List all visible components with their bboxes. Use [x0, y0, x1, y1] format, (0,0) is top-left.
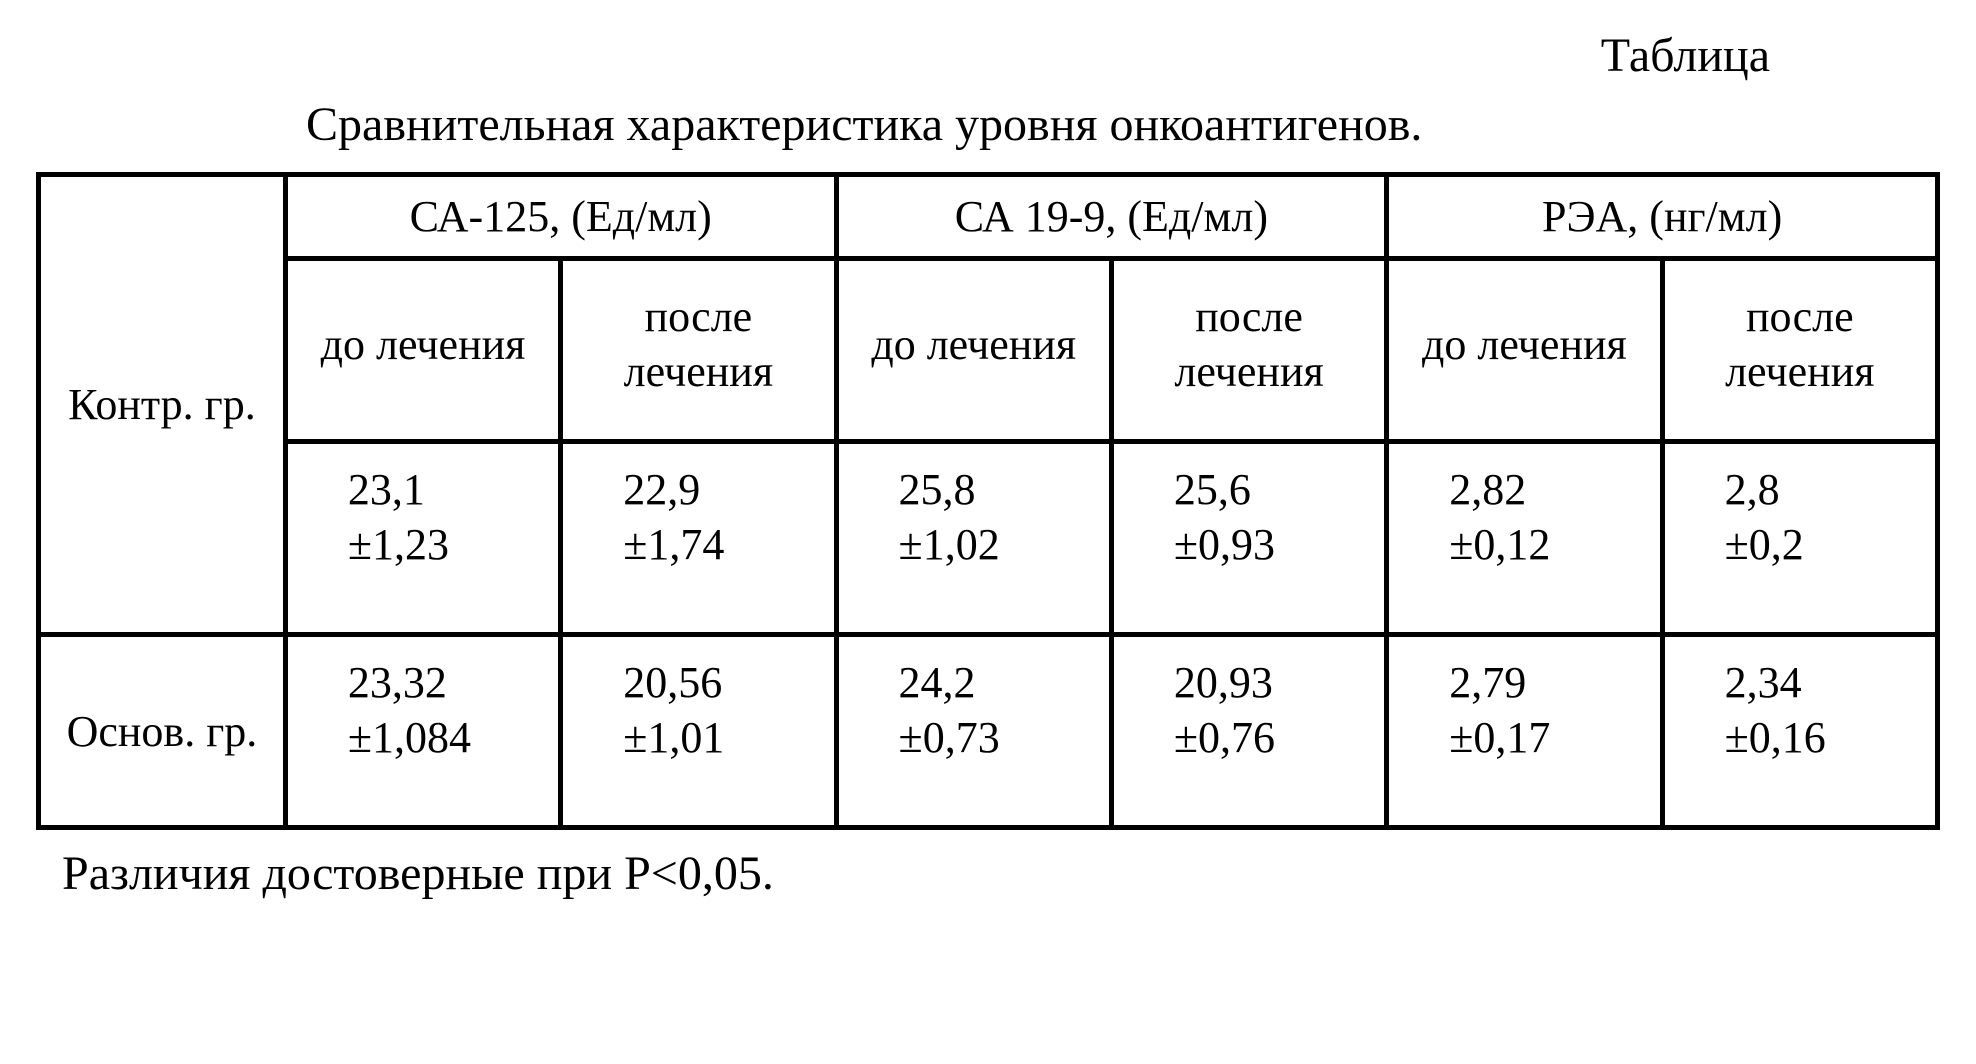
- cell-pm: ±0,17: [1449, 713, 1550, 762]
- cell: 23,32 ±1,084: [285, 635, 560, 828]
- cell: 22,9 ±1,74: [561, 442, 836, 635]
- cell-pm: ±1,02: [899, 520, 1000, 569]
- col-group-ca199: СА 19-9, (Ед/мл): [836, 175, 1387, 259]
- cell-mean: 2,82: [1449, 465, 1526, 514]
- cell: 25,8 ±1,02: [836, 442, 1111, 635]
- cell-pm: ±0,2: [1725, 520, 1804, 569]
- cell-mean: 24,2: [899, 658, 976, 707]
- cell-pm: ±1,74: [623, 520, 724, 569]
- table-label: Таблица: [36, 28, 1940, 83]
- cell-mean: 25,8: [899, 465, 976, 514]
- cell-pm: ±0,73: [899, 713, 1000, 762]
- cell-mean: 25,6: [1174, 465, 1251, 514]
- row-label-text: Основ. гр.: [67, 707, 258, 756]
- oncoantigen-table: Контр. гр. СА-125, (Ед/мл) СА 19-9, (Ед/…: [36, 172, 1940, 830]
- cell-mean: 20,56: [623, 658, 722, 707]
- sub-rea-after: после лечения: [1662, 259, 1937, 442]
- cell-pm: ±1,23: [348, 520, 449, 569]
- cell-pm: ±0,93: [1174, 520, 1275, 569]
- header-row-groups: Контр. гр. СА-125, (Ед/мл) СА 19-9, (Ед/…: [39, 175, 1938, 259]
- sub-ca199-before: до лечения: [836, 259, 1111, 442]
- table-footnote: Различия достоверные при Р<0,05.: [36, 846, 1940, 901]
- col-group-ca125: СА-125, (Ед/мл): [285, 175, 836, 259]
- cell-pm: ±0,16: [1725, 713, 1826, 762]
- header-row-sub: до лечения после лечения до лечения посл…: [39, 259, 1938, 442]
- row-label-main: Основ. гр.: [39, 635, 286, 828]
- cell-pm: ±1,01: [623, 713, 724, 762]
- cell-pm: ±0,12: [1449, 520, 1550, 569]
- cell-pm: ±0,76: [1174, 713, 1275, 762]
- col-group-rea: РЭА, (нг/мл): [1387, 175, 1938, 259]
- table-row: Основ. гр. 23,32 ±1,084 20,56 ±1,01 24,2…: [39, 635, 1938, 828]
- cell: 25,6 ±0,93: [1111, 442, 1386, 635]
- cell-mean: 23,32: [348, 658, 447, 707]
- cell: 20,56 ±1,01: [561, 635, 836, 828]
- sub-rea-before: до лечения: [1387, 259, 1662, 442]
- cell-mean: 2,34: [1725, 658, 1802, 707]
- cell-pm: ±1,084: [348, 713, 471, 762]
- cell-mean: 2,79: [1449, 658, 1526, 707]
- cell: 24,2 ±0,73: [836, 635, 1111, 828]
- cell: 2,34 ±0,16: [1662, 635, 1937, 828]
- cell-mean: 20,93: [1174, 658, 1273, 707]
- row-label-text: Контр. гр.: [68, 380, 256, 429]
- cell: 20,93 ±0,76: [1111, 635, 1386, 828]
- cell-mean: 2,8: [1725, 465, 1780, 514]
- cell: 2,82 ±0,12: [1387, 442, 1662, 635]
- sub-ca125-after: после лечения: [561, 259, 836, 442]
- cell-mean: 22,9: [623, 465, 700, 514]
- cell-mean: 23,1: [348, 465, 425, 514]
- cell: 2,8 ±0,2: [1662, 442, 1937, 635]
- table-caption: Сравнительная характеристика уровня онко…: [36, 97, 1940, 152]
- sub-ca199-after: после лечения: [1111, 259, 1386, 442]
- cell: 23,1 ±1,23: [285, 442, 560, 635]
- cell: 2,79 ±0,17: [1387, 635, 1662, 828]
- row-label-control: Контр. гр.: [39, 175, 286, 635]
- sub-ca125-before: до лечения: [285, 259, 560, 442]
- table-row: 23,1 ±1,23 22,9 ±1,74 25,8 ±1,02 25,6 ±0…: [39, 442, 1938, 635]
